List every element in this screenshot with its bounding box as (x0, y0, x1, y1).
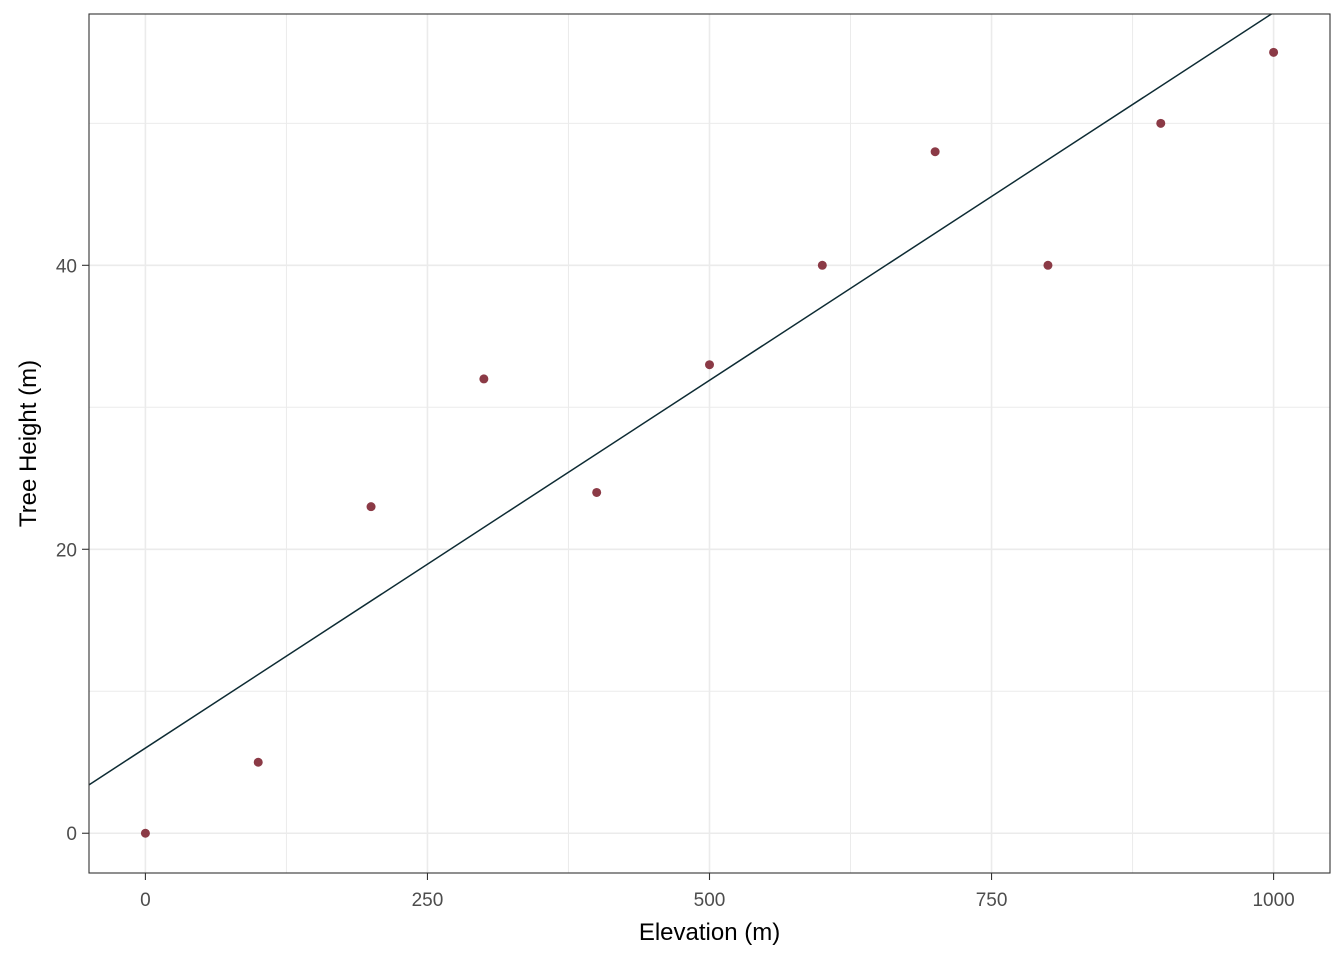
y-tick-label-2: 40 (56, 256, 77, 277)
x-tick-label-3: 750 (976, 890, 1008, 911)
data-point-4 (592, 487, 602, 497)
data-point-9 (1156, 118, 1166, 128)
y-tick-label-0: 0 (66, 824, 77, 845)
data-point-6 (817, 260, 827, 270)
data-point-8 (1043, 260, 1053, 270)
data-point-3 (479, 374, 489, 384)
y-axis-ticks: 0 20 40 (56, 256, 89, 845)
x-axis-ticks: 0 250 500 750 1000 (140, 873, 1295, 911)
data-point-0 (140, 828, 150, 838)
trend-line (88, 13, 1272, 786)
data-point-7 (930, 147, 940, 157)
x-axis-title: Elevation (m) (639, 919, 780, 946)
data-points (140, 47, 1279, 838)
data-point-10 (1269, 47, 1279, 57)
y-axis-title: Tree Height (m) (15, 360, 42, 527)
x-tick-label-0: 0 (140, 890, 151, 911)
data-point-5 (705, 360, 714, 370)
y-tick-label-1: 20 (56, 540, 77, 561)
x-tick-label-2: 500 (694, 890, 726, 911)
major-gridlines (89, 14, 1330, 873)
data-point-1 (253, 757, 263, 767)
data-point-2 (366, 502, 376, 512)
trend-line-group (88, 13, 1272, 786)
x-tick-label-4: 1000 (1252, 890, 1294, 911)
x-tick-label-1: 250 (412, 890, 444, 911)
